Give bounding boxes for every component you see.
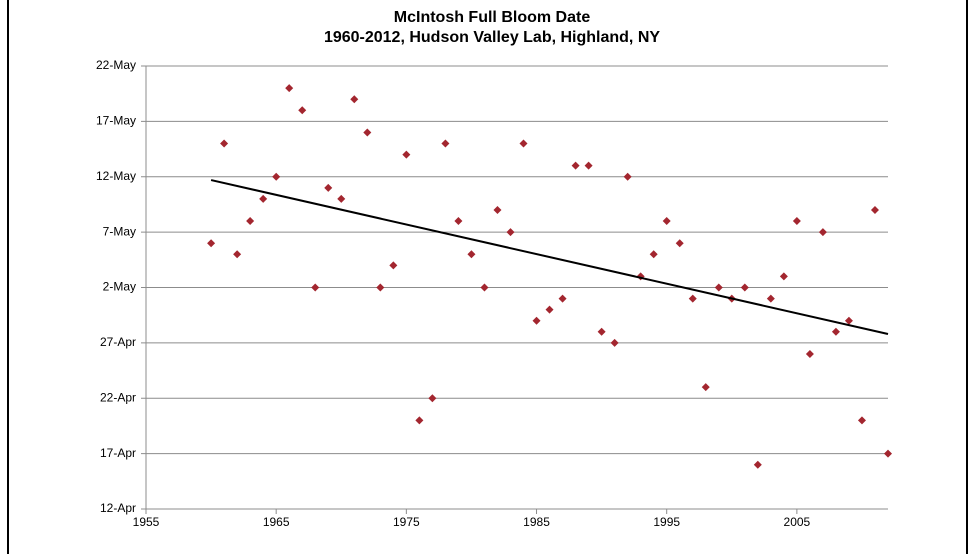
point — [324, 183, 333, 192]
point — [519, 139, 528, 148]
point — [220, 139, 229, 148]
point — [571, 161, 580, 170]
y-tick-label: 12-May — [96, 169, 136, 183]
point — [662, 217, 671, 226]
chart-subtitle: 1960-2012, Hudson Valley Lab, Highland, … — [324, 29, 660, 46]
point — [207, 239, 216, 248]
chart-title: McIntosh Full Bloom Date — [394, 9, 591, 26]
point — [701, 383, 710, 392]
point — [805, 349, 814, 358]
point — [272, 172, 281, 181]
point — [792, 217, 801, 226]
point — [233, 250, 242, 259]
point — [688, 294, 697, 303]
point — [376, 283, 385, 292]
point — [337, 194, 346, 203]
point — [844, 316, 853, 325]
point — [454, 217, 463, 226]
point — [831, 327, 840, 336]
point — [649, 250, 658, 259]
y-tick-label: 7-May — [103, 224, 136, 238]
point — [753, 460, 762, 469]
point — [441, 139, 450, 148]
point — [415, 416, 424, 425]
trend-line — [210, 179, 889, 335]
point — [506, 228, 515, 237]
point — [467, 250, 476, 259]
x-tick-label: 1985 — [523, 515, 550, 529]
point — [597, 327, 606, 336]
point — [246, 217, 255, 226]
point — [584, 161, 593, 170]
x-tick-label: 1955 — [133, 515, 160, 529]
point — [532, 316, 541, 325]
point — [714, 283, 723, 292]
point — [675, 239, 684, 248]
x-tick-label: 1995 — [653, 515, 680, 529]
y-tick-label: 22-Apr — [100, 390, 136, 404]
point — [389, 261, 398, 270]
point — [285, 84, 294, 93]
y-tick-label: 17-May — [96, 114, 136, 128]
point — [402, 150, 411, 159]
point — [298, 106, 307, 115]
point — [558, 294, 567, 303]
y-tick-label: 27-Apr — [100, 335, 136, 349]
y-tick-label: 2-May — [103, 280, 136, 294]
point — [493, 205, 502, 214]
point — [870, 205, 879, 214]
x-tick-label: 1965 — [263, 515, 290, 529]
y-tick-label: 22-May — [96, 58, 136, 72]
point — [259, 194, 268, 203]
point — [884, 449, 892, 458]
point — [428, 394, 437, 403]
point — [818, 228, 827, 237]
y-tick-label: 17-Apr — [100, 446, 136, 460]
point — [363, 128, 372, 137]
point — [779, 272, 788, 281]
point — [623, 172, 632, 181]
point — [545, 305, 554, 314]
point — [350, 95, 359, 104]
point — [311, 283, 320, 292]
point — [740, 283, 749, 292]
point — [610, 338, 619, 347]
y-tick-label: 12-Apr — [100, 501, 136, 515]
point — [480, 283, 489, 292]
point — [857, 416, 866, 425]
x-tick-label: 1975 — [393, 515, 420, 529]
x-tick-label: 2005 — [784, 515, 811, 529]
point — [766, 294, 775, 303]
